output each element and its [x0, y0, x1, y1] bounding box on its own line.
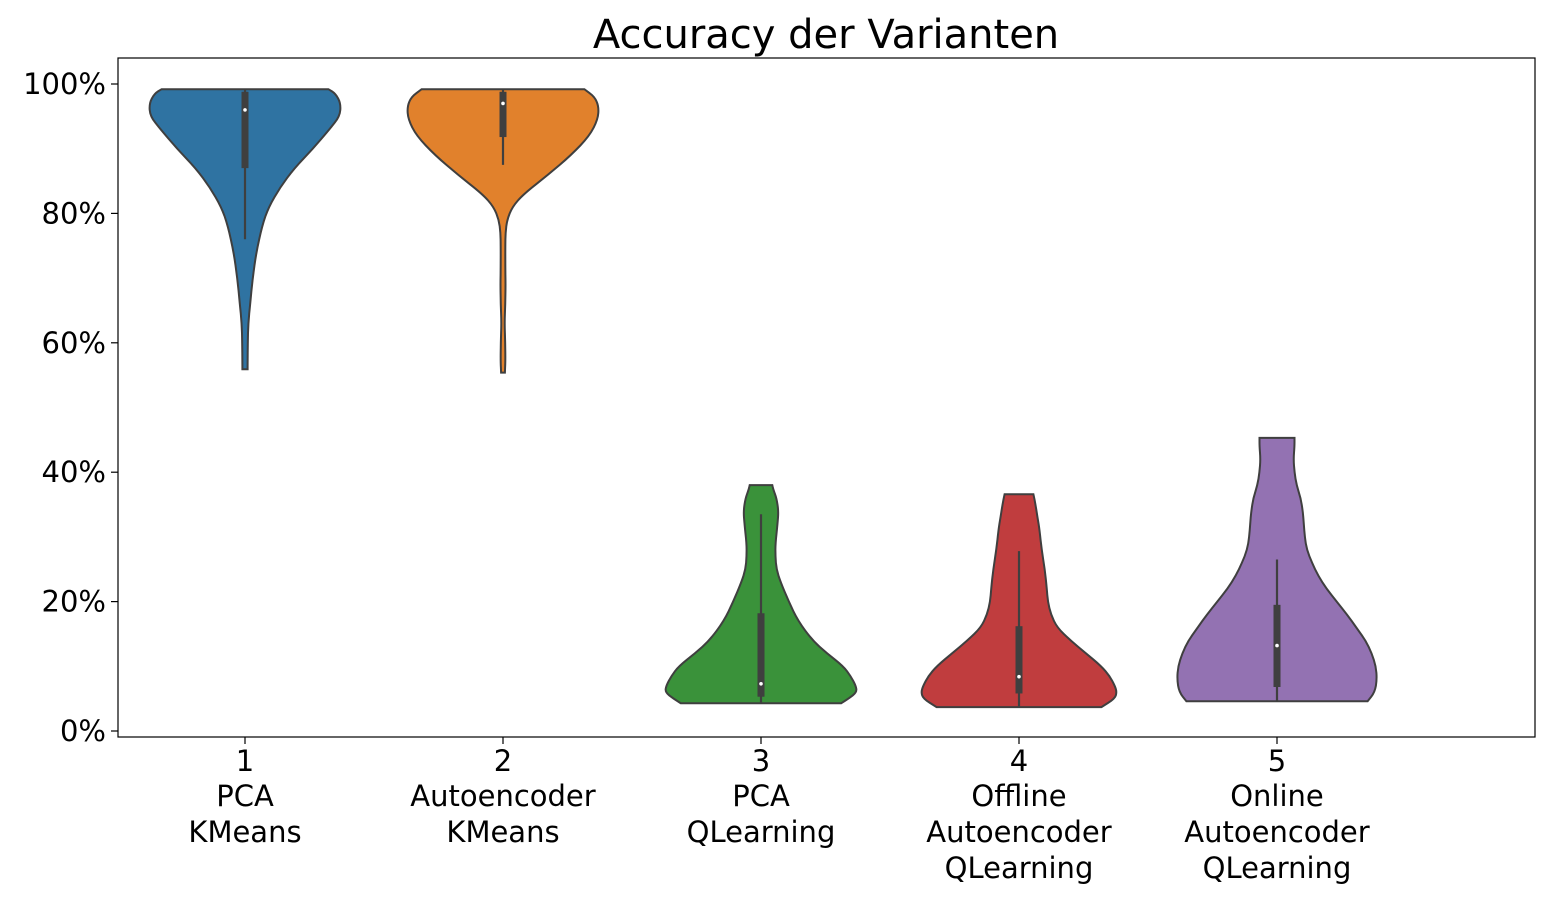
x-tick-number: 1	[236, 744, 254, 778]
x-tick-number: 2	[494, 744, 512, 778]
x-tick-label-line: PCA	[732, 779, 790, 813]
x-tick-label-line: QLearning	[945, 851, 1094, 885]
chart-title: Accuracy der Varianten	[593, 12, 1059, 58]
box-1	[241, 91, 249, 169]
x-tick-label-line: Autoencoder	[926, 815, 1111, 849]
x-tick-label-line: Online	[1230, 779, 1324, 813]
violin-group	[148, 88, 1378, 709]
x-axis: 1PCAKMeans2AutoencoderKMeans3PCAQLearnin…	[188, 737, 1370, 885]
box-4	[1015, 626, 1023, 694]
plot-frame	[117, 57, 1536, 738]
x-tick-number: 5	[1268, 744, 1286, 778]
y-tick-label: 60%	[42, 326, 106, 360]
box-2	[499, 91, 507, 138]
x-tick-label-line: Autoencoder	[410, 779, 595, 813]
x-tick-label-line: QLearning	[687, 815, 836, 849]
x-tick-number: 4	[1010, 744, 1028, 778]
median-5	[1275, 643, 1279, 648]
box-3	[757, 613, 765, 697]
y-tick-label: 100%	[23, 67, 106, 101]
median-2	[501, 101, 505, 106]
x-tick-label-line: Offline	[971, 779, 1066, 813]
x-tick-number: 3	[752, 744, 770, 778]
median-1	[243, 108, 247, 112]
y-tick-label: 80%	[42, 196, 106, 230]
y-tick-label: 20%	[42, 585, 106, 619]
x-tick-label-line: PCA	[216, 779, 274, 813]
y-axis: 0% 20% 40% 60% 80% 100%	[23, 67, 118, 748]
y-tick-label: 0%	[60, 714, 106, 748]
x-tick-label-line: KMeans	[188, 815, 301, 849]
median-4	[1017, 674, 1021, 679]
x-tick-label-line: QLearning	[1203, 851, 1352, 885]
median-3	[759, 681, 763, 686]
x-tick-label-line: KMeans	[446, 815, 559, 849]
y-tick-label: 40%	[42, 455, 106, 489]
x-tick-label-line: Autoencoder	[1184, 815, 1369, 849]
violin-2	[406, 88, 600, 374]
